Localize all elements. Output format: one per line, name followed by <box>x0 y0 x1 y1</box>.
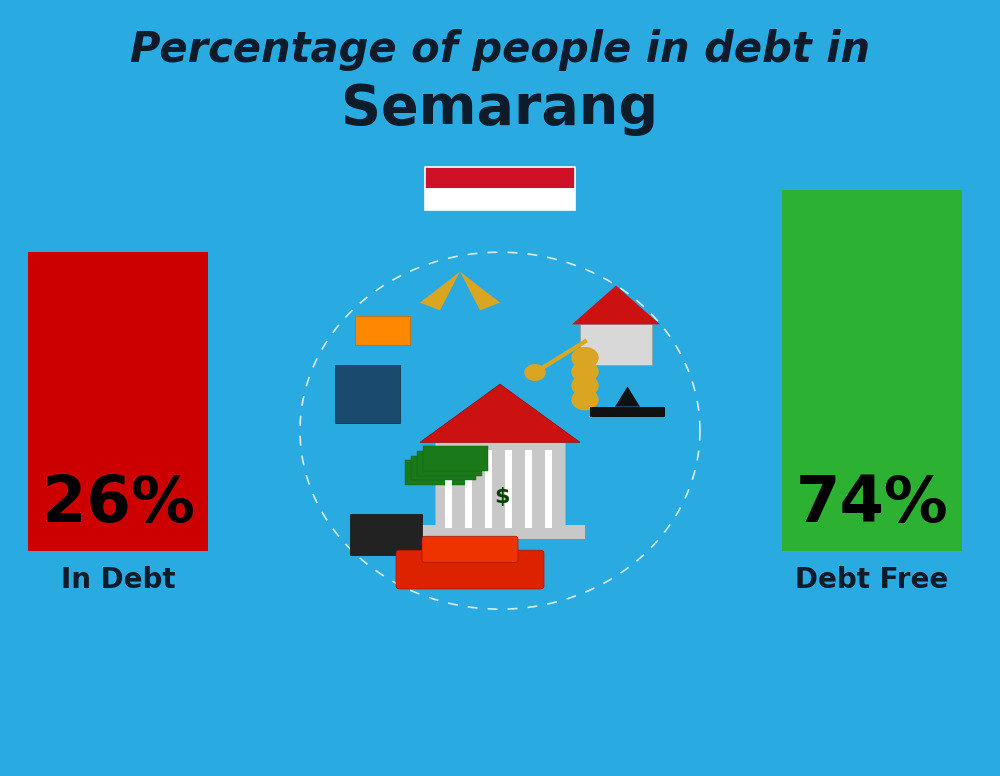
Circle shape <box>572 348 598 368</box>
Circle shape <box>572 362 598 382</box>
FancyBboxPatch shape <box>396 550 544 589</box>
Text: In Debt: In Debt <box>61 566 175 594</box>
FancyBboxPatch shape <box>580 324 652 365</box>
Polygon shape <box>615 386 640 407</box>
FancyBboxPatch shape <box>525 450 532 528</box>
FancyBboxPatch shape <box>28 252 208 551</box>
Text: Debt Free: Debt Free <box>795 566 949 594</box>
Circle shape <box>525 365 545 380</box>
FancyBboxPatch shape <box>425 167 575 189</box>
FancyBboxPatch shape <box>411 456 476 480</box>
FancyBboxPatch shape <box>423 446 488 471</box>
Circle shape <box>572 376 598 396</box>
FancyBboxPatch shape <box>422 536 518 563</box>
FancyBboxPatch shape <box>350 514 422 555</box>
Text: $: $ <box>494 487 510 507</box>
FancyBboxPatch shape <box>782 190 962 551</box>
FancyBboxPatch shape <box>465 450 472 528</box>
Text: Semarang: Semarang <box>341 81 659 136</box>
Polygon shape <box>460 272 500 310</box>
Text: 26%: 26% <box>42 473 194 535</box>
FancyBboxPatch shape <box>335 365 400 423</box>
Circle shape <box>572 390 598 410</box>
FancyBboxPatch shape <box>415 525 585 539</box>
FancyBboxPatch shape <box>355 316 410 345</box>
FancyBboxPatch shape <box>545 450 552 528</box>
FancyBboxPatch shape <box>445 450 452 528</box>
FancyBboxPatch shape <box>435 442 565 528</box>
FancyBboxPatch shape <box>405 460 470 485</box>
FancyBboxPatch shape <box>417 451 482 476</box>
Polygon shape <box>420 272 460 310</box>
Text: Percentage of people in debt in: Percentage of people in debt in <box>130 29 870 71</box>
FancyBboxPatch shape <box>590 407 665 417</box>
FancyBboxPatch shape <box>505 450 512 528</box>
FancyBboxPatch shape <box>425 189 575 210</box>
Polygon shape <box>420 384 580 442</box>
Polygon shape <box>572 286 660 324</box>
Text: 74%: 74% <box>796 473 948 535</box>
FancyBboxPatch shape <box>485 450 492 528</box>
